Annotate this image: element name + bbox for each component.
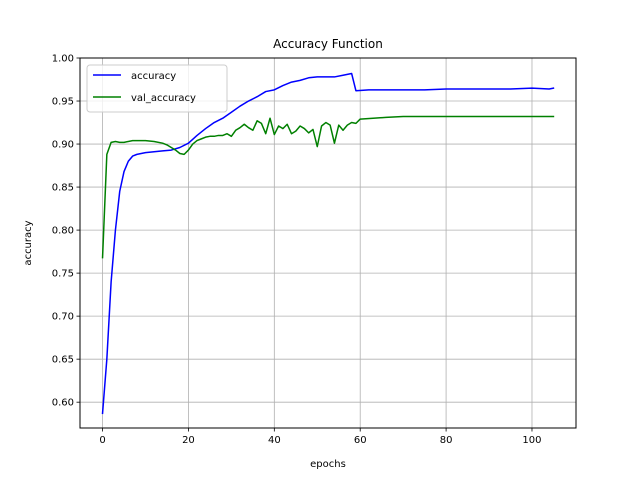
y-tick-label: 0.75 <box>52 269 74 280</box>
y-tick-label: 0.80 <box>52 226 74 237</box>
axes-frame <box>79 57 577 429</box>
x-tick-label: 20 <box>182 435 195 446</box>
y-axis-label: accuracy <box>23 220 34 265</box>
y-tick-label: 0.85 <box>52 183 74 194</box>
ticks: 0 20 40 60 80 100 0.60 0.65 0.70 0.75 0.80 0.85 0.90… <box>52 54 542 447</box>
series-line-accuracy <box>101 72 555 415</box>
x-tick-label: 40 <box>268 435 281 446</box>
legend: accuracy val_accuracy <box>86 64 228 113</box>
series-lines <box>101 72 555 415</box>
y-tick-label: 0.90 <box>52 140 74 151</box>
y-tick-label: 0.70 <box>52 312 74 323</box>
y-tick-label: 0.60 <box>52 398 74 409</box>
x-axis-label: epochs <box>310 459 346 470</box>
legend-label-val-accuracy: val_accuracy <box>131 93 196 104</box>
x-tick-label: 80 <box>440 435 453 446</box>
x-tick-label: 100 <box>522 435 541 446</box>
legend-box <box>86 64 228 113</box>
x-tick-label: 0 <box>99 435 105 446</box>
y-tick-label: 0.95 <box>52 97 74 108</box>
series-line-val-accuracy <box>101 115 555 259</box>
x-tick-label: 60 <box>354 435 367 446</box>
y-tick-label: 0.65 <box>52 355 74 366</box>
y-tick-label: 1.00 <box>52 54 74 65</box>
chart-title: Accuracy Function <box>273 37 383 51</box>
legend-label-accuracy: accuracy <box>131 71 176 82</box>
